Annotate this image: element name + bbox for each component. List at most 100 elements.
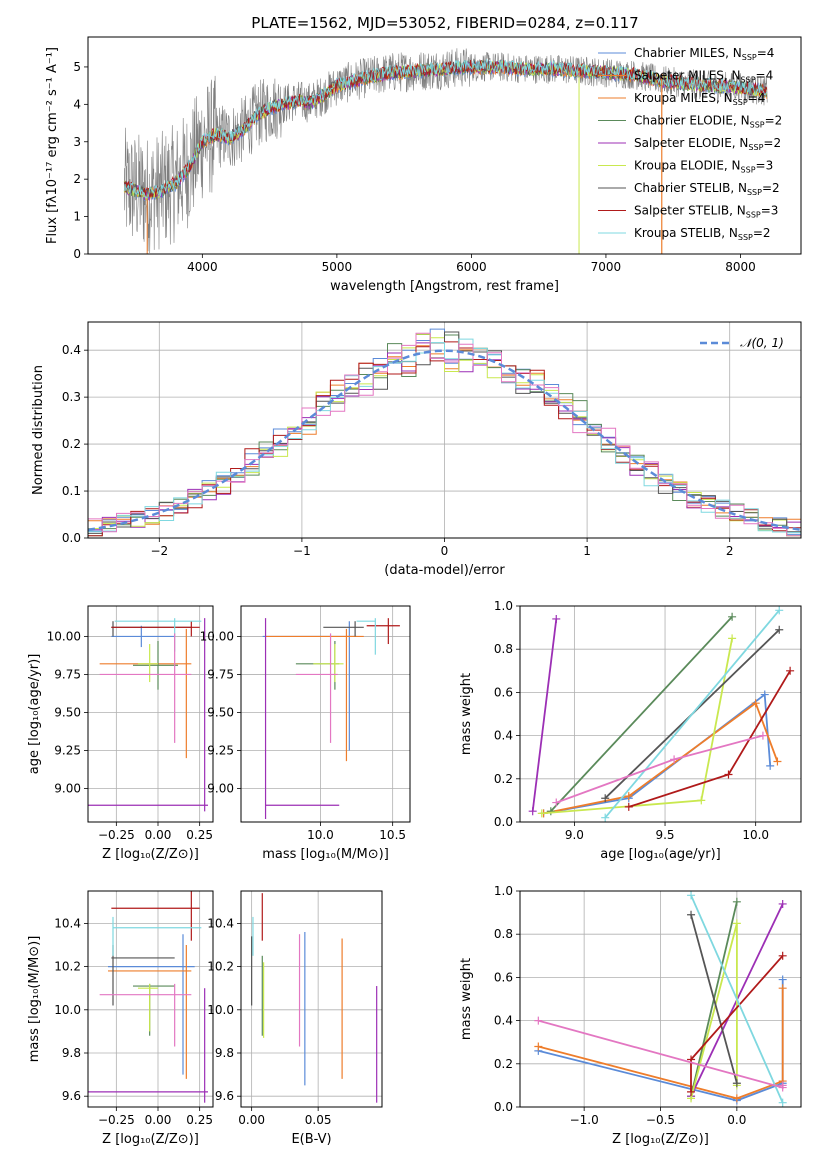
mw_vs_age-marker-salpeter_miles <box>773 757 782 766</box>
spectrum-ytick-label: 4 <box>73 97 81 111</box>
mw_vs_Z-xlabel: Z [log₁₀(Z/Z⊙)] <box>612 1132 709 1147</box>
mass_vs_Z-point-salpeter_stelib <box>111 891 200 941</box>
mw_vs_Z-line-chabrier_stelib <box>690 914 738 1084</box>
age_vs_Z-ytick-label: 9.50 <box>54 705 81 719</box>
age_vs_mass-ytick-label: 10.00 <box>200 629 234 643</box>
residuals-gaussian-curve <box>88 349 801 532</box>
residuals-legend: 𝒩(0, 1) <box>700 336 784 350</box>
age_vs_Z-xtick-label: 0.00 <box>145 828 172 842</box>
age_vs_mass-point-salpeter_elodie <box>264 618 340 819</box>
age_vs_mass-point-pink <box>295 633 338 743</box>
spectrum-xlabel: wavelength [Angstrom, rest frame] <box>330 279 559 294</box>
mw_vs_age-ytick-label: 0.6 <box>494 685 513 699</box>
mw_vs_age-frame <box>519 605 802 823</box>
age_vs_Z-point-chabrier_miles <box>111 625 175 648</box>
mw_vs_Z-marker-chabrier_stelib <box>687 910 696 919</box>
spectrum-ytick-label: 1 <box>73 210 81 224</box>
age_vs_Z-frame <box>87 605 214 823</box>
residuals-xtick-label: 1 <box>583 544 591 558</box>
mass_vs_ebv-xlabel: E(B-V) <box>291 1132 331 1147</box>
mw_vs_age-axes: 9.0 9.5 10.0 0.0 0.2 0.4 0.6 0.8 1.0 age [log₁₀(a… <box>459 599 801 862</box>
age_vs_Z-point-salpeter_stelib <box>111 621 200 637</box>
age_vs_mass-point-kroupa_stelib <box>356 618 376 655</box>
mw_vs_Z-line-salpeter_miles <box>538 988 784 1100</box>
mass_vs_Z-point-salpeter_elodie <box>88 988 208 1103</box>
spectrum-frame <box>87 36 802 255</box>
mw_vs_age-marker-chabrier_elodie <box>546 807 555 816</box>
age_vs_Z-xtick-label: −0.25 <box>98 828 135 842</box>
mw_vs_Z-marker-chabrier_elodie <box>732 897 741 906</box>
residuals-plot-area <box>88 328 801 537</box>
legend-label: Salpeter ELODIE, NSSP=2 <box>634 136 781 152</box>
mw_vs_Z-ytick-label: 0.2 <box>494 1057 513 1071</box>
mw_vs_age-marker-salpeter_stelib <box>624 802 633 811</box>
mw_vs_Z-ytick-label: 1.0 <box>494 884 513 898</box>
mw_vs_age-ytick-label: 1.0 <box>494 599 513 613</box>
residuals-xtick-label: −1 <box>293 544 311 558</box>
mw_vs_Z-marker-kroupa_elodie <box>732 919 741 928</box>
mass_vs_ebv-ytick-label: 10.4 <box>207 916 234 930</box>
residuals-histogram-pink <box>88 332 801 537</box>
mass_vs_Z-ytick-label: 10.4 <box>54 916 81 930</box>
mw_vs_age-marker-salpeter_miles <box>624 792 633 801</box>
spectrum-xtick-label: 5000 <box>322 260 353 274</box>
mass_vs_Z-point-chabrier_miles <box>108 934 195 1075</box>
mass_vs_Z-ytick-label: 10.2 <box>54 960 81 974</box>
age_vs_Z-ylabel: age [log₁₀(age/yr)] <box>27 654 42 775</box>
mw_vs_Z-marker-salpeter_miles <box>534 1042 543 1051</box>
mw_vs_age-marker-chabrier_miles <box>766 761 775 770</box>
mw_vs_age-marker-salpeter_stelib <box>724 770 733 779</box>
age_vs_Z-ytick-label: 10.00 <box>47 629 81 643</box>
spectrum-ytick-label: 0 <box>73 247 81 261</box>
residuals-ylabel: Normed distribution <box>31 365 46 495</box>
age_vs_mass-point-salpeter_stelib <box>366 618 400 645</box>
residuals-xtick-label: 0 <box>441 544 449 558</box>
mw_vs_Z-frame <box>519 890 802 1108</box>
age_vs_mass-plot-area <box>262 618 400 819</box>
residuals-ytick-label: 0.1 <box>62 484 81 498</box>
mass_vs_ebv-frame <box>240 890 383 1108</box>
spectrum-ytick-label: 2 <box>73 172 81 186</box>
mw_vs_age-marker-pink <box>758 731 767 740</box>
age_vs_mass-frame <box>240 605 411 823</box>
mw_vs_age-marker-kroupa_elodie <box>697 796 706 805</box>
mw_vs_age-marker-chabrier_stelib <box>601 794 610 803</box>
mass_vs_ebv-ytick-label: 10.0 <box>207 1003 234 1017</box>
mass_vs_Z-ylabel: mass [log₁₀(M/M⊙)] <box>27 936 42 1063</box>
residuals-frame <box>87 321 802 539</box>
mw_vs_age-plot-area <box>528 606 795 822</box>
legend-label: Chabrier STELIB, NSSP=2 <box>634 181 780 197</box>
mw_vs_age-line-kroupa_stelib <box>604 609 780 819</box>
mw_vs_age-ytick-label: 0.8 <box>494 642 513 656</box>
legend-label: Chabrier MILES, NSSP=4 <box>634 46 774 62</box>
age_vs_mass-axes: 10.0 10.5 9.00 9.25 9.50 9.75 10.00 mass [log₁₀… <box>200 606 410 862</box>
spectrum-xtick-label: 6000 <box>456 260 487 274</box>
spectrum-xtick-label: 8000 <box>725 260 756 274</box>
legend-label-gaussian: 𝒩(0, 1) <box>740 336 784 350</box>
mw_vs_age-marker-salpeter_stelib <box>786 666 795 675</box>
legend-label: Kroupa MILES, NSSP=4 <box>634 91 765 107</box>
mw_vs_age-marker-chabrier_miles <box>760 690 769 699</box>
age_vs_Z-ytick-label: 9.75 <box>54 667 81 681</box>
age_vs_Z-axes: −0.25 0.00 0.25 9.00 9.25 9.50 9.75 10.00 Z [log… <box>27 606 213 862</box>
residuals-ytick-label: 0.2 <box>62 437 81 451</box>
mw_vs_age-xtick-label: 9.0 <box>565 828 584 842</box>
spectrum-ytick-label: 5 <box>73 60 81 74</box>
mw_vs_age-line-chabrier_elodie <box>550 616 733 812</box>
age_vs_mass-xtick-label: 10.0 <box>307 828 334 842</box>
residuals-ytick-label: 0.3 <box>62 390 81 404</box>
mw_vs_age-ytick-label: 0.4 <box>494 729 513 743</box>
mass_vs_Z-ytick-label: 9.8 <box>62 1046 81 1060</box>
mass_vs_Z-ytick-label: 10.0 <box>54 1003 81 1017</box>
age_vs_mass-xlabel: mass [log₁₀(M/M⊙)] <box>262 847 389 862</box>
residuals-xtick-label: −2 <box>150 544 168 558</box>
spectrum-axes: 4000 5000 6000 7000 8000 0 1 2 3 4 5 wavelength [An… <box>45 47 756 294</box>
age_vs_Z-xtick-label: 0.25 <box>186 828 213 842</box>
mass_vs_Z-plot-area <box>88 891 208 1103</box>
mw_vs_age-marker-kroupa_stelib <box>775 606 784 615</box>
age_vs_Z-xlabel: Z [log₁₀(Z/Z⊙)] <box>102 847 199 862</box>
mass_vs_Z-ytick-label: 9.6 <box>62 1089 81 1103</box>
mw_vs_age-marker-salpeter_miles <box>751 699 760 708</box>
mw_vs_age-marker-chabrier_stelib <box>775 625 784 634</box>
